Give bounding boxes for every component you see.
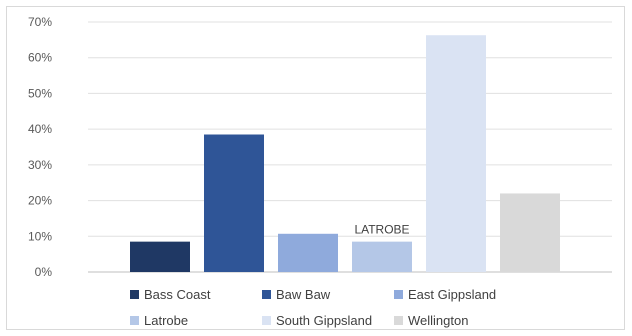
legend-swatch [262,290,271,299]
y-tick-label: 50% [28,86,52,100]
y-tick-label: 0% [35,265,53,279]
y-axis-ticks: 0% 10% 20% 30% 40% 50% 60% 70% [28,15,52,279]
annotations: LATROBE [354,223,409,237]
chart-frame [6,6,625,330]
y-tick-label: 10% [28,229,52,243]
legend-swatch [130,290,139,299]
legend-label: Bass Coast [144,287,211,302]
legend-label: East Gippsland [408,287,496,302]
bar-wellington [500,193,560,272]
y-tick-label: 60% [28,51,52,65]
y-tick-label: 40% [28,122,52,136]
bar-latrobe [352,241,412,272]
y-tick-label: 30% [28,158,52,172]
legend: Bass Coast Baw Baw East Gippsland Latrobe So… [130,287,496,328]
bar-bass-coast [130,241,190,272]
legend-label: South Gippsland [276,313,372,328]
bar-annotation: LATROBE [354,223,409,237]
legend-swatch [130,316,139,325]
legend-label: Latrobe [144,313,188,328]
legend-swatch [394,316,403,325]
legend-swatch [262,316,271,325]
bar-baw-baw [204,134,264,272]
bar-east-gippsland [278,233,338,272]
legend-label: Wellington [408,313,468,328]
y-tick-label: 20% [28,194,52,208]
y-tick-label: 70% [28,15,52,29]
bar-south-gippsland [426,35,486,272]
legend-swatch [394,290,403,299]
bars [130,35,560,272]
legend-label: Baw Baw [276,287,331,302]
